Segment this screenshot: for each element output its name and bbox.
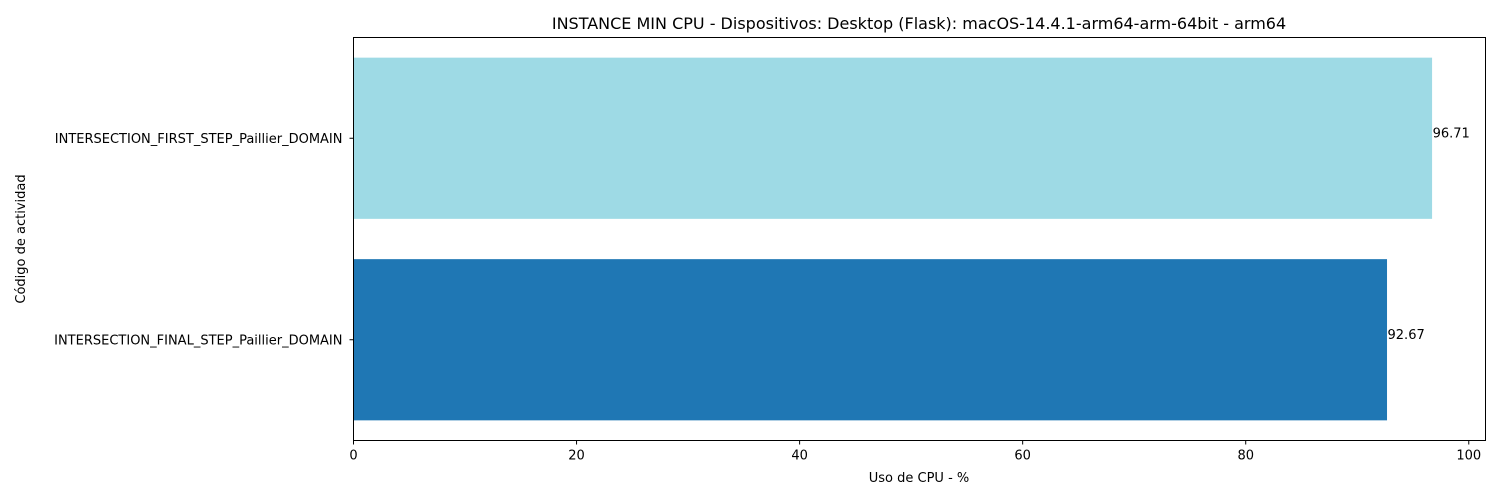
y-axis-ticks: INTERSECTION_FIRST_STEP_Paillier_DOMAIN I… xyxy=(54,132,354,348)
x-tick-label: 100 xyxy=(1456,449,1481,464)
y-axis-label: Código de actividad xyxy=(14,174,29,303)
x-axis-label: Uso de CPU - % xyxy=(869,471,970,486)
x-axis-ticks: 0 20 40 60 80 100 xyxy=(349,440,1481,464)
x-tick-label: 20 xyxy=(568,449,585,464)
bar-2 xyxy=(353,259,1388,421)
bars-layer: 96.71 92.67 xyxy=(353,57,1470,421)
x-tick-label: 40 xyxy=(791,449,808,464)
x-tick-label: 80 xyxy=(1237,449,1254,464)
bar-value-label: 96.71 xyxy=(1433,126,1470,141)
chart-title: INSTANCE MIN CPU - Dispositivos: Desktop… xyxy=(552,14,1286,33)
bar-1 xyxy=(353,57,1433,219)
bar-value-label: 92.67 xyxy=(1388,328,1425,343)
x-tick-label: 60 xyxy=(1014,449,1031,464)
plot-area-frame xyxy=(353,37,1486,441)
y-tick-label: INTERSECTION_FIRST_STEP_Paillier_DOMAIN xyxy=(55,132,343,147)
y-tick-label: INTERSECTION_FINAL_STEP_Paillier_DOMAIN xyxy=(54,333,342,348)
x-tick-label: 0 xyxy=(349,449,357,464)
